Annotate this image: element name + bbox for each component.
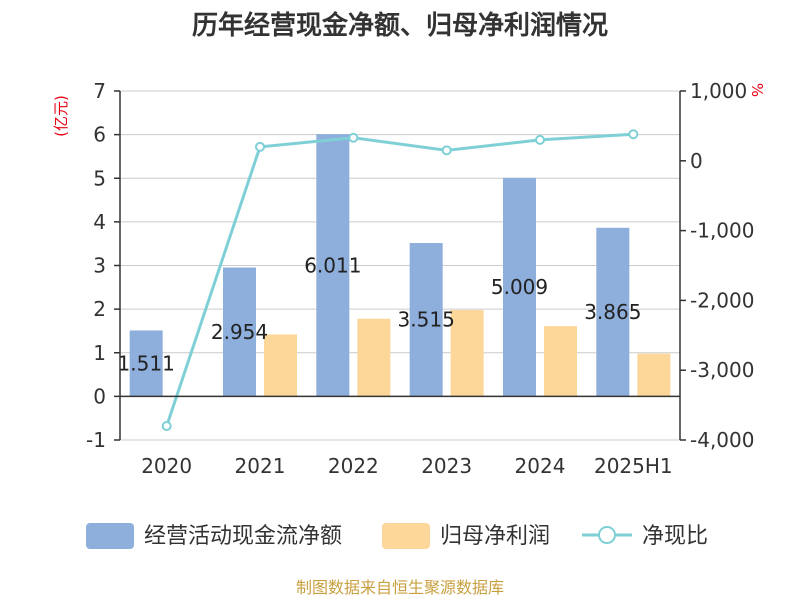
category-label: 2025H1 bbox=[594, 454, 673, 478]
bar-operating-cashflow bbox=[316, 134, 350, 397]
bar-operating-cashflow bbox=[129, 330, 163, 397]
source-note: 制图数据来自恒生聚源数据库 bbox=[296, 578, 504, 597]
right-axis-unit: % bbox=[748, 83, 766, 97]
ratio-line-path bbox=[165, 132, 634, 427]
ratio-point bbox=[255, 141, 265, 152]
data-label: 1.511 bbox=[118, 351, 175, 375]
bar-net-profit bbox=[637, 353, 671, 397]
data-label: 3.865 bbox=[584, 300, 641, 324]
right-tick-label: -4,000 bbox=[690, 428, 754, 452]
right-tick-label: -3,000 bbox=[690, 358, 754, 382]
bar-operating-cashflow bbox=[409, 243, 443, 397]
left-tick-label: 6 bbox=[93, 123, 106, 147]
data-labels: 1.511 2.954 6.011 3.515 5.009 3.865 bbox=[118, 253, 642, 375]
left-axis-unit: (亿元) bbox=[52, 95, 70, 137]
left-tick-label: 5 bbox=[93, 166, 106, 190]
bars bbox=[129, 134, 671, 397]
ratio-line bbox=[161, 129, 639, 432]
category-label: 2023 bbox=[421, 454, 472, 478]
right-tick-label: -1,000 bbox=[690, 219, 754, 243]
legend-swatch-ratio-marker[interactable] bbox=[598, 526, 616, 544]
ratio-point bbox=[161, 421, 172, 432]
bar-net-profit bbox=[450, 309, 484, 397]
ratio-point bbox=[535, 134, 545, 145]
right-tick-label: 1,000 bbox=[690, 79, 747, 103]
axes: -1 0 1 2 3 4 5 6 7 -4,000 -3,000 -2,000 -1,000 0 1,000… bbox=[86, 79, 754, 478]
right-tick-label: 0 bbox=[690, 149, 703, 173]
legend-label-net-profit[interactable]: 归母净利润 bbox=[440, 524, 550, 549]
ratio-point bbox=[441, 145, 452, 156]
category-label: 2022 bbox=[328, 454, 379, 478]
chart-title: 历年经营现金净额、归母净利润情况 bbox=[192, 10, 608, 41]
legend: 经营活动现金流净额 归母净利润 净现比 bbox=[86, 523, 708, 549]
left-tick-label: 4 bbox=[93, 210, 106, 234]
left-tick-label: 2 bbox=[93, 297, 106, 321]
left-tick-label: 0 bbox=[93, 384, 106, 408]
category-label: 2021 bbox=[235, 454, 286, 478]
bar-net-profit bbox=[544, 326, 577, 397]
legend-swatch-net-profit[interactable] bbox=[382, 523, 430, 549]
legend-label-operating-cashflow[interactable]: 经营活动现金流净额 bbox=[144, 524, 342, 549]
data-label: 2.954 bbox=[211, 320, 268, 344]
legend-label-ratio[interactable]: 净现比 bbox=[642, 524, 708, 549]
left-tick-label: -1 bbox=[86, 428, 106, 452]
bar-operating-cashflow bbox=[596, 227, 630, 397]
bar-net-profit bbox=[357, 318, 391, 397]
bar-net-profit bbox=[264, 334, 297, 397]
data-label: 5.009 bbox=[491, 275, 548, 299]
ratio-point bbox=[628, 129, 639, 140]
left-tick-label: 3 bbox=[93, 254, 106, 278]
legend-swatch-operating-cashflow[interactable] bbox=[86, 523, 134, 549]
bar-operating-cashflow bbox=[223, 267, 256, 397]
right-tick-label: -2,000 bbox=[690, 288, 754, 312]
category-label: 2020 bbox=[141, 454, 192, 478]
bar-operating-cashflow bbox=[503, 177, 536, 397]
ratio-point bbox=[348, 132, 359, 143]
data-label: 6.011 bbox=[304, 253, 361, 277]
category-label: 2024 bbox=[515, 454, 566, 478]
left-tick-label: 7 bbox=[93, 79, 106, 103]
data-label: 3.515 bbox=[398, 308, 455, 332]
left-tick-label: 1 bbox=[93, 341, 106, 365]
